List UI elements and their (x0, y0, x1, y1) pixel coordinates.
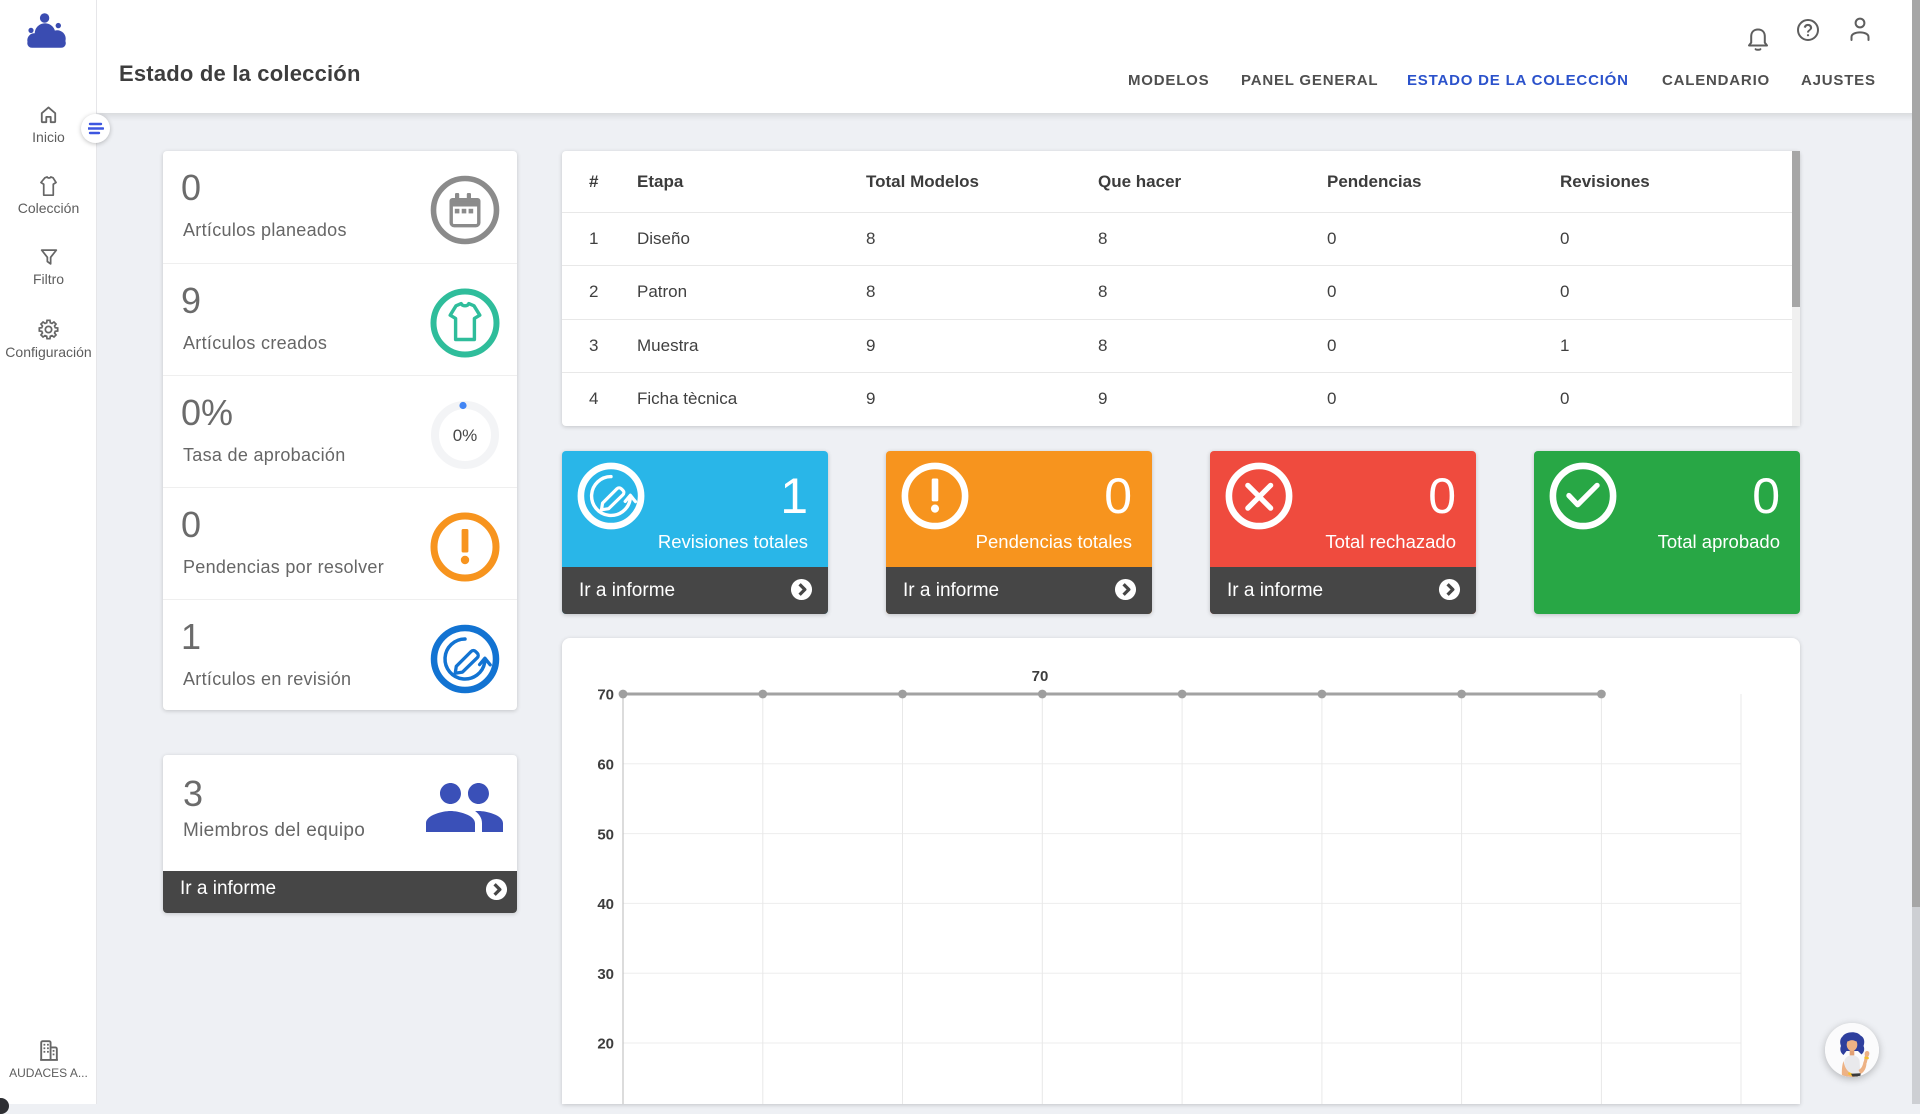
svg-text:0%: 0% (453, 426, 478, 445)
svg-text:20: 20 (597, 1036, 614, 1053)
svg-text:70: 70 (597, 687, 614, 704)
svg-text:30: 30 (597, 966, 614, 983)
svg-text:50: 50 (597, 826, 614, 843)
svg-text:60: 60 (597, 757, 614, 774)
svg-text:70: 70 (1032, 668, 1049, 685)
svg-text:40: 40 (597, 896, 614, 913)
